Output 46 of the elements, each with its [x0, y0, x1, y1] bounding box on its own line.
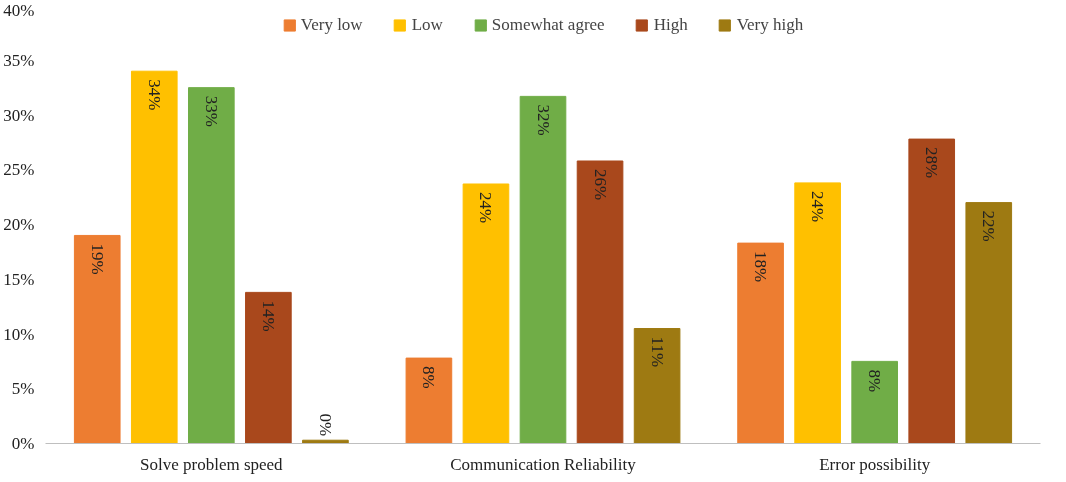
data-label: 33%: [201, 95, 221, 127]
legend-label: Somewhat agree: [491, 15, 605, 35]
y-tick-label: 25%: [3, 160, 35, 180]
legend-label: High: [653, 15, 688, 35]
bar: [130, 70, 178, 444]
y-tick-label: 20%: [3, 215, 35, 234]
data-label: 8%: [419, 366, 439, 389]
bar: [188, 87, 235, 444]
x-tick-label: Solve problem speed: [140, 454, 284, 474]
data-label: 18%: [751, 251, 771, 283]
bar: [519, 95, 567, 444]
data-label: 11%: [647, 336, 667, 368]
bar: [965, 202, 1013, 444]
data-label: 22%: [979, 210, 999, 242]
data-label: 34%: [144, 79, 164, 111]
data-label: 26%: [590, 168, 610, 201]
y-tick-label: 30%: [3, 105, 35, 125]
x-tick-label: Error possibility: [819, 454, 931, 474]
bar: [851, 360, 898, 444]
data-label: 24%: [808, 190, 828, 223]
y-tick-label: 0%: [11, 434, 35, 453]
y-tick-label: 10%: [3, 324, 35, 344]
data-label: 24%: [476, 191, 496, 224]
y-tick-label: 5%: [11, 379, 35, 399]
bar: [737, 242, 784, 444]
y-tick-label: 40%: [3, 0, 35, 20]
bar: [73, 234, 121, 444]
legend-label: Very high: [736, 15, 804, 35]
bar: [908, 138, 956, 444]
bar: [462, 183, 510, 444]
data-label: 28%: [922, 147, 942, 179]
bar: [405, 357, 453, 444]
legend-label: Low: [411, 15, 443, 35]
bar: [576, 160, 624, 444]
bar: [794, 182, 841, 444]
x-tick-label: Communication Reliability: [450, 454, 637, 474]
data-label: 0%: [315, 413, 335, 437]
bar: [633, 328, 681, 444]
data-label: 8%: [865, 369, 885, 393]
y-tick-label: 15%: [3, 269, 35, 289]
data-label: 32%: [533, 104, 553, 136]
y-tick-label: 35%: [3, 50, 35, 70]
data-label: 19%: [87, 243, 107, 275]
legend-label: Very low: [300, 15, 363, 35]
bar: [245, 291, 292, 444]
data-label: 14%: [258, 300, 278, 332]
